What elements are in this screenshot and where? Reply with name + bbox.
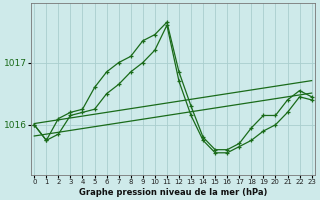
X-axis label: Graphe pression niveau de la mer (hPa): Graphe pression niveau de la mer (hPa) [79, 188, 267, 197]
